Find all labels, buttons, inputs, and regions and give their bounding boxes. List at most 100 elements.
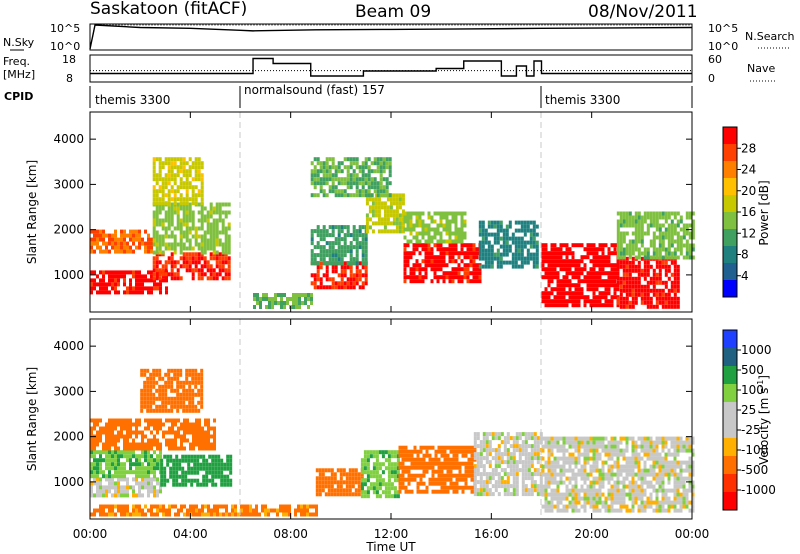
power-cell: [388, 173, 392, 178]
velocity-cell: [673, 460, 677, 465]
power-cell: [156, 286, 159, 291]
power-cell: [433, 211, 437, 216]
velocity-cell: [616, 484, 620, 489]
power-cell: [541, 291, 545, 296]
power-cell: [478, 256, 482, 261]
velocity-cell: [589, 456, 593, 461]
velocity-cell: [99, 434, 102, 439]
velocity-cell: [114, 489, 117, 494]
power-cell: [182, 214, 186, 219]
velocity-cell: [640, 480, 644, 485]
velocity-cell: [598, 508, 602, 513]
velocity-cell: [105, 474, 108, 479]
velocity-cell: [165, 430, 168, 435]
velocity-cell: [610, 492, 614, 497]
power-cell: [167, 177, 171, 182]
power-cell: [418, 263, 422, 268]
velocity-cell: [622, 492, 626, 497]
velocity-cell: [404, 477, 408, 482]
velocity-cell: [667, 472, 671, 477]
velocity-cell: [152, 380, 156, 385]
power-cell: [343, 233, 347, 238]
velocity-cell: [179, 368, 183, 373]
power-cell: [182, 242, 186, 247]
power-cell: [550, 243, 554, 248]
velocity-cell: [643, 508, 647, 513]
velocity-cell: [181, 466, 185, 471]
velocity-cell: [183, 446, 186, 451]
power-cell: [463, 211, 467, 216]
velocity-cell: [180, 438, 183, 443]
velocity-cell: [652, 508, 656, 513]
velocity-cell: [682, 460, 686, 465]
power-cell: [547, 251, 551, 256]
velocity-cell: [592, 456, 596, 461]
power-cell: [331, 181, 335, 186]
velocity-cell: [509, 472, 513, 477]
velocity-cell: [194, 404, 198, 409]
power-cell: [310, 181, 314, 186]
velocity-cell: [369, 470, 373, 475]
velocity-cell: [565, 436, 569, 441]
velocity-cell: [559, 436, 563, 441]
velocity-cell: [158, 408, 162, 413]
power-cell: [159, 290, 162, 295]
power-cell: [520, 244, 524, 249]
power-cell: [167, 173, 171, 178]
velocity-cell: [437, 489, 441, 494]
power-cell: [325, 169, 329, 174]
velocity-cell: [589, 484, 593, 489]
power-cell: [114, 290, 117, 295]
power-cell: [568, 267, 572, 272]
velocity-cell: [129, 442, 132, 447]
velocity-cell: [589, 444, 593, 449]
velocity-cell: [144, 454, 147, 459]
power-cell: [547, 299, 551, 304]
power-cell: [203, 272, 207, 277]
velocity-cell: [628, 508, 632, 513]
power-cell: [111, 241, 114, 246]
velocity-cell: [318, 492, 322, 497]
power-cell: [577, 291, 581, 296]
power-cell: [640, 235, 644, 240]
velocity-cell: [443, 445, 447, 450]
velocity-cell: [533, 468, 537, 473]
power-cell: [120, 237, 123, 242]
velocity-cell: [583, 508, 587, 513]
power-cell: [550, 303, 554, 308]
power-cell: [676, 284, 680, 289]
power-cell: [499, 264, 503, 269]
power-cell: [161, 268, 165, 273]
velocity-cell: [524, 468, 528, 473]
velocity-cell: [99, 426, 102, 431]
power-cell: [182, 260, 186, 265]
velocity-cell: [595, 448, 599, 453]
power-cell: [625, 292, 629, 297]
power-cell: [383, 205, 387, 210]
velocity-cell: [601, 480, 605, 485]
velocity-cell: [372, 482, 376, 487]
power-cell: [343, 193, 347, 198]
velocity-cell: [643, 444, 647, 449]
power-cell: [358, 245, 362, 250]
velocity-cell: [182, 400, 186, 405]
velocity-cell: [375, 470, 379, 475]
power-cell: [571, 263, 575, 268]
power-cell: [496, 264, 500, 269]
power-cell: [322, 245, 326, 250]
power-cell: [200, 222, 204, 227]
power-cell: [352, 177, 356, 182]
power-cell: [349, 181, 353, 186]
power-cell: [349, 277, 353, 282]
velocity-cell: [646, 468, 650, 473]
velocity-cell: [673, 436, 677, 441]
power-cell: [649, 296, 653, 301]
velocity-cell: [141, 454, 144, 459]
velocity-cell: [571, 500, 575, 505]
power-cell: [436, 263, 440, 268]
power-cell: [331, 241, 335, 246]
power-cell: [535, 232, 539, 237]
power-cell: [436, 275, 440, 280]
power-cell: [661, 280, 665, 285]
power-cell: [586, 251, 590, 256]
